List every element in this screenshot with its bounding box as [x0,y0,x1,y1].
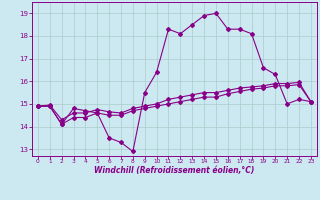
X-axis label: Windchill (Refroidissement éolien,°C): Windchill (Refroidissement éolien,°C) [94,166,255,175]
